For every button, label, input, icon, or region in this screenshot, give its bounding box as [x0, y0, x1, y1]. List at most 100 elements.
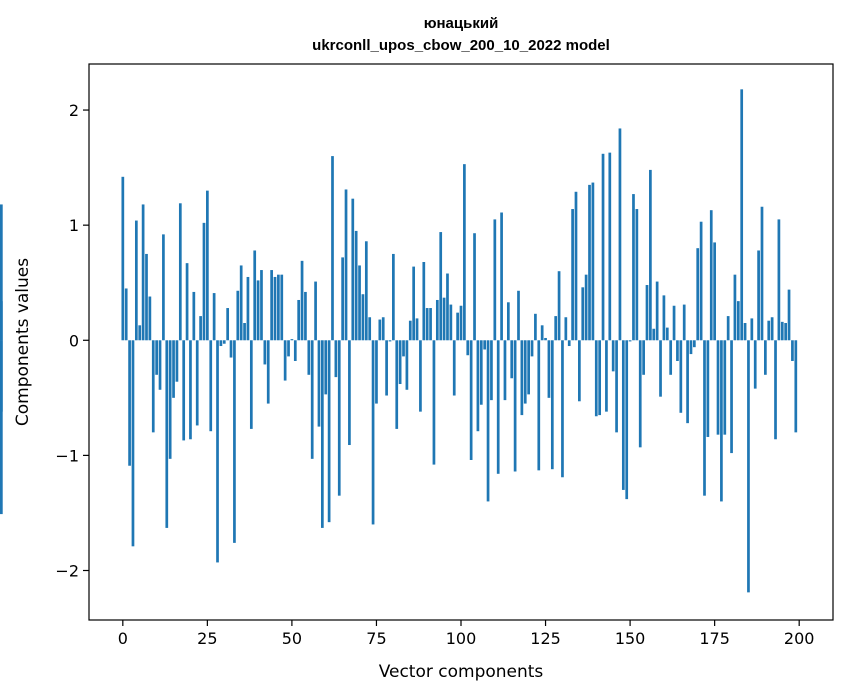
bar-198	[791, 340, 794, 361]
bar-83	[402, 340, 405, 357]
bar-undefined	[0, 340, 3, 515]
bar-99	[456, 312, 459, 341]
bar-48	[283, 340, 287, 381]
bar-163	[672, 305, 676, 341]
bar-111	[496, 340, 500, 474]
bar-68	[351, 198, 355, 341]
bar-187	[753, 340, 757, 389]
bar-43	[266, 340, 270, 404]
x-tick-label: 125	[530, 629, 561, 648]
bar-115	[510, 340, 514, 379]
bar-9	[151, 340, 155, 433]
bar-66	[344, 189, 348, 341]
bar-188	[757, 250, 760, 341]
bar-109	[490, 340, 493, 401]
bar-30	[222, 340, 226, 344]
bar-107	[483, 340, 487, 350]
bar-54	[304, 291, 307, 341]
bar-190	[764, 340, 767, 375]
bar-13	[165, 340, 169, 528]
y-tick-label: 0	[69, 331, 79, 350]
bar-63	[334, 340, 338, 378]
x-tick-label: 100	[446, 629, 477, 648]
bar-114	[506, 302, 510, 341]
bar-69	[354, 230, 358, 341]
bar-162	[669, 340, 673, 375]
bar-164	[676, 340, 679, 361]
x-tick-label: 75	[366, 629, 386, 648]
bar-42	[263, 340, 267, 365]
bar-150	[628, 340, 632, 342]
bar-10	[155, 340, 158, 375]
bar-199	[794, 340, 798, 433]
bar-133	[571, 209, 574, 341]
y-tick-label: 1	[69, 216, 79, 235]
bar-96	[446, 273, 449, 341]
bar-105	[476, 340, 480, 432]
bar-50	[290, 339, 294, 341]
bar-165	[679, 340, 683, 413]
bar-178	[723, 340, 727, 435]
bar-120	[527, 340, 530, 395]
bar-177	[720, 340, 723, 502]
bar-195	[780, 321, 784, 341]
bar-139	[591, 182, 595, 341]
bar-60	[324, 340, 328, 395]
bar-4	[134, 220, 138, 341]
bar-95	[442, 297, 446, 341]
chart-title: юнацький	[424, 15, 499, 32]
bar-56	[310, 340, 314, 459]
bar-14	[168, 340, 172, 459]
y-tick-label: 2	[69, 101, 79, 120]
bar-147	[618, 128, 622, 341]
bar-153	[638, 340, 642, 448]
bars-group	[0, 89, 798, 593]
bar-148	[621, 340, 625, 490]
bar-172	[703, 340, 706, 496]
bar-184	[743, 323, 747, 341]
bar-15	[172, 340, 175, 398]
bar-119	[523, 340, 527, 404]
bar-121	[530, 340, 534, 357]
bar-24	[202, 222, 206, 341]
bar-2	[128, 340, 131, 466]
bar-152	[635, 209, 639, 341]
bar-62	[331, 156, 334, 341]
bar-101	[463, 164, 466, 341]
y-axis-label: Components values	[13, 258, 33, 426]
bar-132	[567, 340, 571, 347]
bar-16	[175, 340, 179, 382]
bar-21	[192, 291, 196, 341]
bar-7	[145, 253, 148, 341]
bar-127	[550, 340, 554, 470]
bar-174	[709, 210, 713, 341]
bar-78	[385, 340, 388, 396]
bar-33	[233, 340, 236, 543]
bar-12	[162, 234, 165, 341]
bar-144	[608, 152, 612, 341]
x-tick-label: 0	[118, 629, 128, 648]
bar-193	[774, 340, 777, 440]
bar-81	[395, 340, 399, 429]
y-axis-ticks: −2 −1 0 1 2	[55, 101, 89, 581]
chart-subtitle: ukrconll_upos_cbow_200_10_2022 model	[312, 37, 610, 54]
bar-61	[327, 340, 331, 523]
bar-106	[479, 340, 483, 405]
bar-110	[493, 219, 497, 341]
bar-86	[412, 266, 416, 341]
bar-183	[740, 89, 744, 341]
bar-171	[699, 221, 703, 341]
bar-138	[588, 184, 591, 341]
bar-25	[206, 190, 209, 341]
bar-76	[378, 319, 382, 341]
bar-6	[141, 204, 145, 341]
bar-72	[364, 241, 368, 341]
bar-58	[317, 340, 321, 427]
bar-18	[182, 340, 186, 441]
bar-3	[131, 340, 135, 547]
bar-26	[209, 340, 213, 432]
bar-146	[615, 340, 618, 433]
bar-197	[787, 289, 791, 341]
bar-65	[341, 257, 344, 341]
